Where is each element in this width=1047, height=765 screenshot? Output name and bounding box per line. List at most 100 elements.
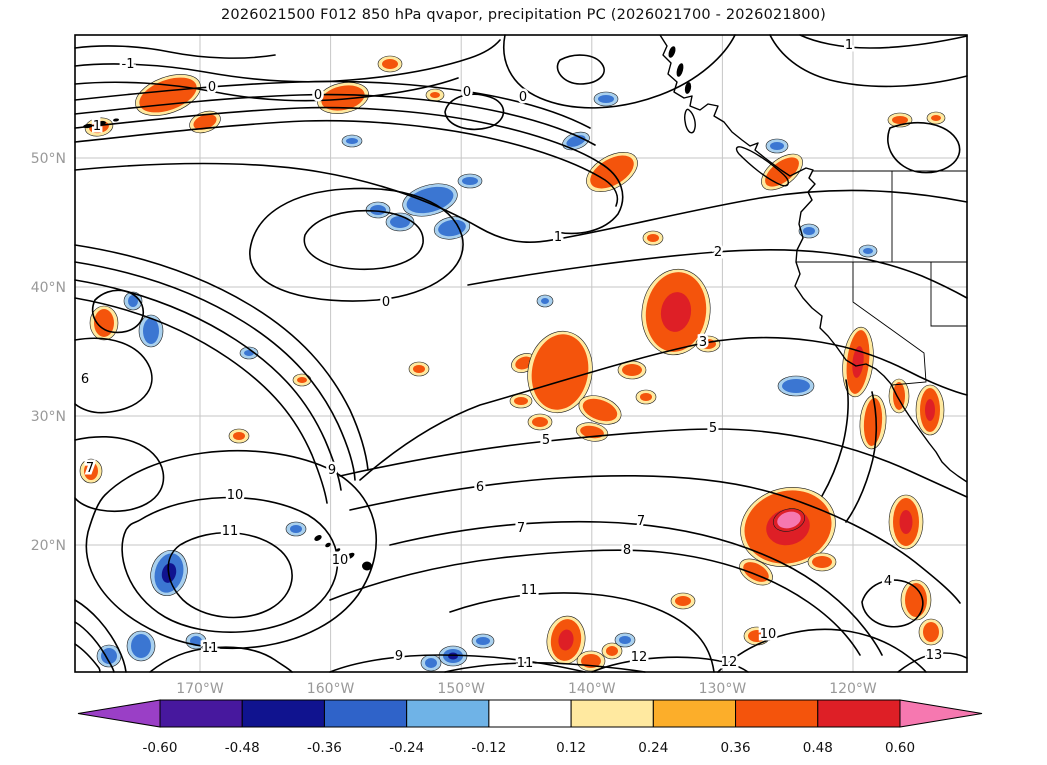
anomaly-blob — [406, 186, 454, 214]
contour-label: 2 — [714, 245, 722, 260]
lat-tick-label: 50°N — [31, 151, 66, 167]
anomaly-blob — [770, 142, 784, 150]
anomaly-blob — [748, 630, 766, 642]
contour-label: 10 — [760, 627, 777, 642]
page-title: 2026021500 F012 850 hPa qvapor, precipit… — [221, 7, 826, 23]
contour-label: 7 — [517, 521, 525, 536]
state-border — [852, 262, 927, 386]
anomaly-blob — [290, 525, 302, 533]
contour-line — [329, 654, 586, 673]
anomaly-blob — [233, 432, 245, 440]
contour-label: 9 — [328, 463, 336, 478]
contour-line — [349, 475, 961, 604]
coastline-north-america — [659, 34, 968, 483]
contour-label: 11 — [521, 583, 538, 598]
anomaly-blob — [606, 646, 618, 656]
anomaly-blob — [541, 298, 549, 304]
contour-line — [769, 34, 968, 88]
anomaly-blob — [893, 382, 905, 410]
contour-label: 1 — [845, 38, 853, 53]
colorbar-tick-label: 0.60 — [885, 740, 915, 756]
anomaly-blob — [84, 462, 98, 480]
gridlines — [75, 35, 967, 672]
colorbar-tick-label: -0.60 — [143, 740, 178, 756]
anomaly-blob — [580, 425, 604, 439]
colorbar-segment — [735, 699, 819, 728]
anomaly-blob-core — [558, 629, 574, 651]
precipitation-anomaly-shading — [79, 55, 946, 672]
anomaly-blob-core — [925, 399, 935, 421]
anomaly-blob — [619, 636, 631, 644]
colorbar-tick-label: -0.48 — [225, 740, 260, 756]
anomaly-blob — [777, 511, 801, 529]
contour-line — [74, 436, 165, 512]
anomaly-blob — [390, 216, 410, 228]
contour-line — [74, 45, 276, 59]
colorbar-segment — [652, 699, 737, 728]
contour-line — [74, 77, 459, 102]
contour-line — [503, 34, 736, 109]
contour-line — [591, 656, 749, 673]
colorbar-segment — [570, 699, 654, 728]
anomaly-blob — [128, 295, 138, 307]
hawaii-island — [362, 561, 372, 571]
lat-tick-label: 30°N — [31, 409, 66, 425]
anomaly-blob — [131, 634, 151, 658]
axis-tick-labels: 170°W 160°W 150°W 140°W 130°W 120°W50°N40°N30… — [31, 151, 877, 697]
anomaly-blob — [190, 636, 202, 646]
colorbar-tick-label: 0.48 — [803, 740, 833, 756]
contour-line — [821, 379, 849, 497]
contour-label: 1 — [93, 119, 101, 134]
anomaly-blob — [370, 205, 386, 215]
anomaly-blob — [675, 596, 691, 606]
alaska-archipelago-island — [668, 46, 676, 58]
anomaly-blob — [430, 92, 440, 98]
anomaly-blob-core — [448, 652, 458, 660]
lon-tick-label: 120°W — [829, 681, 877, 697]
colorbar-segment — [488, 699, 572, 728]
aleutian-island — [98, 120, 106, 126]
lon-tick-label: 170°W — [176, 681, 224, 697]
contour-line — [74, 93, 596, 146]
contour-line — [74, 244, 369, 471]
lon-tick-label: 130°W — [699, 681, 747, 697]
contour-label: 11 — [202, 641, 219, 656]
anomaly-blob-core — [660, 292, 692, 332]
contour-line — [359, 336, 968, 481]
contour-line — [149, 646, 293, 673]
contour-label: 0 — [208, 80, 216, 95]
contour-label: 0 — [463, 85, 471, 100]
contour-label: 0 — [519, 90, 527, 105]
contour-line — [85, 449, 378, 650]
contour-label: 6 — [81, 372, 89, 387]
lat-tick-label: 40°N — [31, 280, 66, 296]
anomaly-blob — [382, 59, 398, 69]
contour-line — [329, 549, 861, 656]
colorbar-segment — [241, 699, 325, 728]
contour-line — [74, 337, 153, 414]
colorbar-under-arrow — [77, 699, 161, 728]
contour-line — [444, 93, 505, 131]
anomaly-blob — [582, 398, 618, 422]
contour-line — [74, 80, 591, 129]
anomaly-blob — [514, 397, 528, 405]
contour-line — [861, 579, 924, 628]
anomaly-blob — [94, 309, 114, 337]
anomaly-blob — [438, 219, 466, 237]
contour-line — [717, 628, 927, 673]
anomaly-blob — [297, 377, 307, 383]
colorbar-segment — [159, 699, 243, 728]
anomaly-blob — [143, 318, 159, 344]
contour-line — [74, 279, 342, 491]
anomaly-blob — [476, 637, 490, 645]
contour-line — [444, 662, 646, 673]
contour-line — [845, 391, 878, 523]
anomaly-blob — [923, 622, 939, 642]
contour-label: 11 — [222, 524, 239, 539]
contour-label: 10 — [332, 553, 349, 568]
contour-label: 0 — [382, 295, 390, 310]
contour-label: 0 — [314, 88, 322, 103]
contour-label: 12 — [631, 650, 648, 665]
colorbar-tick-label: 0.36 — [721, 740, 751, 756]
anomaly-blob — [647, 234, 659, 242]
